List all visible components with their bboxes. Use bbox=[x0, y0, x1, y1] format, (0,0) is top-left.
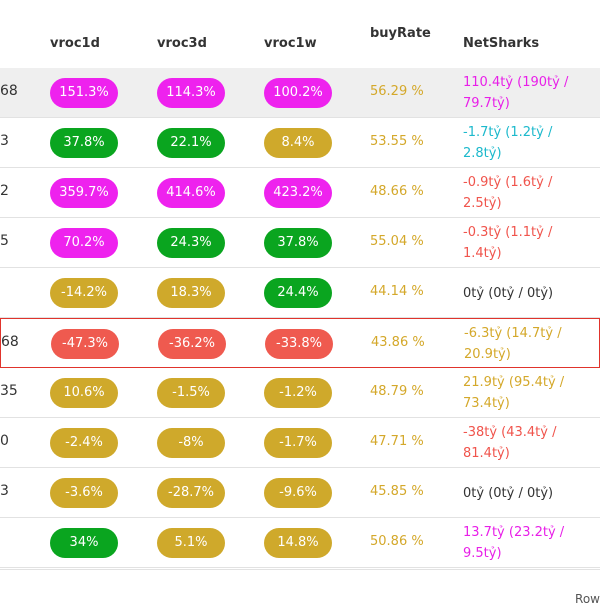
row-lead-value: 3 bbox=[0, 483, 9, 499]
table-row[interactable]: 68 151.3% 114.3% 100.2% 56.29 % 110.4tỷ … bbox=[0, 68, 600, 118]
table-row[interactable]: 0 -2.4% -8% -1.7% 47.71 % -38tỷ (43.4tỷ … bbox=[0, 418, 600, 468]
vroc1d-pill: 34% bbox=[50, 528, 118, 558]
vroc1w-pill: 14.8% bbox=[264, 528, 332, 558]
buyrate-value: 48.66 % bbox=[370, 184, 424, 199]
vroc1d-pill: 151.3% bbox=[50, 78, 118, 108]
netsharks-value: -1.7tỷ (1.2tỷ / 2.8tỷ) bbox=[463, 125, 553, 161]
vroc1d-pill: 10.6% bbox=[50, 378, 118, 408]
table-row[interactable]: 3 -3.6% -28.7% -9.6% 45.85 % 0tỷ (0tỷ / … bbox=[0, 468, 600, 518]
vroc1w-pill: 100.2% bbox=[264, 78, 332, 108]
buyrate-value: 43.86 % bbox=[371, 335, 425, 350]
vroc3d-pill: -1.5% bbox=[157, 378, 225, 408]
vroc1d-pill: -2.4% bbox=[50, 428, 118, 458]
vroc3d-pill: -8% bbox=[157, 428, 225, 458]
row-lead-value: 68 bbox=[1, 334, 19, 350]
table-row[interactable]: 34% 5.1% 14.8% 50.86 % 13.7tỷ (23.2tỷ / … bbox=[0, 518, 600, 568]
table-row-selected[interactable]: 68 -47.3% -36.2% -33.8% 43.86 % -6.3tỷ (… bbox=[0, 318, 600, 368]
vroc1d-pill: -3.6% bbox=[50, 478, 118, 508]
vroc1d-pill: 37.8% bbox=[50, 128, 118, 158]
vroc1w-pill: -33.8% bbox=[265, 329, 333, 359]
vroc1d-pill: -14.2% bbox=[50, 278, 118, 308]
buyrate-value: 47.71 % bbox=[370, 434, 424, 449]
header-vroc1w[interactable]: vroc1w bbox=[264, 36, 317, 51]
vroc1d-pill: -47.3% bbox=[51, 329, 119, 359]
netsharks-value: 13.7tỷ (23.2tỷ / 9.5tỷ) bbox=[463, 525, 565, 561]
vroc1d-pill: 359.7% bbox=[50, 178, 118, 208]
buyrate-value: 45.85 % bbox=[370, 484, 424, 499]
vroc1w-pill: -9.6% bbox=[264, 478, 332, 508]
vroc3d-pill: 5.1% bbox=[157, 528, 225, 558]
vroc3d-pill: -36.2% bbox=[158, 329, 226, 359]
row-lead-value: 35 bbox=[0, 383, 18, 399]
rows-per-page-label: Row bbox=[575, 592, 600, 606]
table-footer: Row bbox=[0, 569, 600, 606]
vroc3d-pill: 22.1% bbox=[157, 128, 225, 158]
buyrate-value: 50.86 % bbox=[370, 534, 424, 549]
vroc1w-pill: 8.4% bbox=[264, 128, 332, 158]
header-buyrate[interactable]: buyRate bbox=[370, 26, 431, 41]
table-row[interactable]: 5 70.2% 24.3% 37.8% 55.04 % -0.3tỷ (1.1t… bbox=[0, 218, 600, 268]
vroc1w-pill: -1.7% bbox=[264, 428, 332, 458]
netsharks-value: 0tỷ (0tỷ / 0tỷ) bbox=[463, 286, 554, 301]
netsharks-value: -0.9tỷ (1.6tỷ / 2.5tỷ) bbox=[463, 175, 553, 211]
header-netsharks[interactable]: NetSharks bbox=[463, 36, 540, 51]
row-lead-value: 5 bbox=[0, 233, 9, 249]
vroc3d-pill: -28.7% bbox=[157, 478, 225, 508]
table-row[interactable]: 35 10.6% -1.5% -1.2% 48.79 % 21.9tỷ (95.… bbox=[0, 368, 600, 418]
netsharks-value: 110.4tỷ (190tỷ / 79.7tỷ) bbox=[463, 75, 569, 111]
vroc1w-pill: 423.2% bbox=[264, 178, 332, 208]
table-row[interactable]: -14.2% 18.3% 24.4% 44.14 % 0tỷ (0tỷ / 0t… bbox=[0, 268, 600, 318]
row-lead-value: 2 bbox=[0, 183, 9, 199]
buyrate-value: 44.14 % bbox=[370, 284, 424, 299]
vroc1d-pill: 70.2% bbox=[50, 228, 118, 258]
netsharks-value: -6.3tỷ (14.7tỷ / 20.9tỷ) bbox=[464, 326, 562, 362]
vroc1w-pill: 24.4% bbox=[264, 278, 332, 308]
buyrate-value: 48.79 % bbox=[370, 384, 424, 399]
vroc3d-pill: 114.3% bbox=[157, 78, 225, 108]
header-vroc3d[interactable]: vroc3d bbox=[157, 36, 207, 51]
row-lead-value: 68 bbox=[0, 83, 18, 99]
row-lead-value: 3 bbox=[0, 133, 9, 149]
header-vroc1d[interactable]: vroc1d bbox=[50, 36, 100, 51]
netsharks-value: -0.3tỷ (1.1tỷ / 1.4tỷ) bbox=[463, 225, 553, 261]
vroc3d-pill: 18.3% bbox=[157, 278, 225, 308]
netsharks-value: -38tỷ (43.4tỷ / 81.4tỷ) bbox=[463, 425, 557, 461]
vroc3d-pill: 24.3% bbox=[157, 228, 225, 258]
buyrate-value: 55.04 % bbox=[370, 234, 424, 249]
vroc1w-pill: -1.2% bbox=[264, 378, 332, 408]
netsharks-value: 0tỷ (0tỷ / 0tỷ) bbox=[463, 486, 554, 501]
netsharks-value: 21.9tỷ (95.4tỷ / 73.4tỷ) bbox=[463, 375, 565, 411]
buyrate-value: 56.29 % bbox=[370, 84, 424, 99]
row-lead-value: 0 bbox=[0, 433, 9, 449]
table-row[interactable]: 2 359.7% 414.6% 423.2% 48.66 % -0.9tỷ (1… bbox=[0, 168, 600, 218]
vroc1w-pill: 37.8% bbox=[264, 228, 332, 258]
vroc3d-pill: 414.6% bbox=[157, 178, 225, 208]
table-row[interactable]: 3 37.8% 22.1% 8.4% 53.55 % -1.7tỷ (1.2tỷ… bbox=[0, 118, 600, 168]
buyrate-value: 53.55 % bbox=[370, 134, 424, 149]
table-header: vroc1d vroc3d vroc1w buyRate NetSharks bbox=[0, 0, 600, 68]
